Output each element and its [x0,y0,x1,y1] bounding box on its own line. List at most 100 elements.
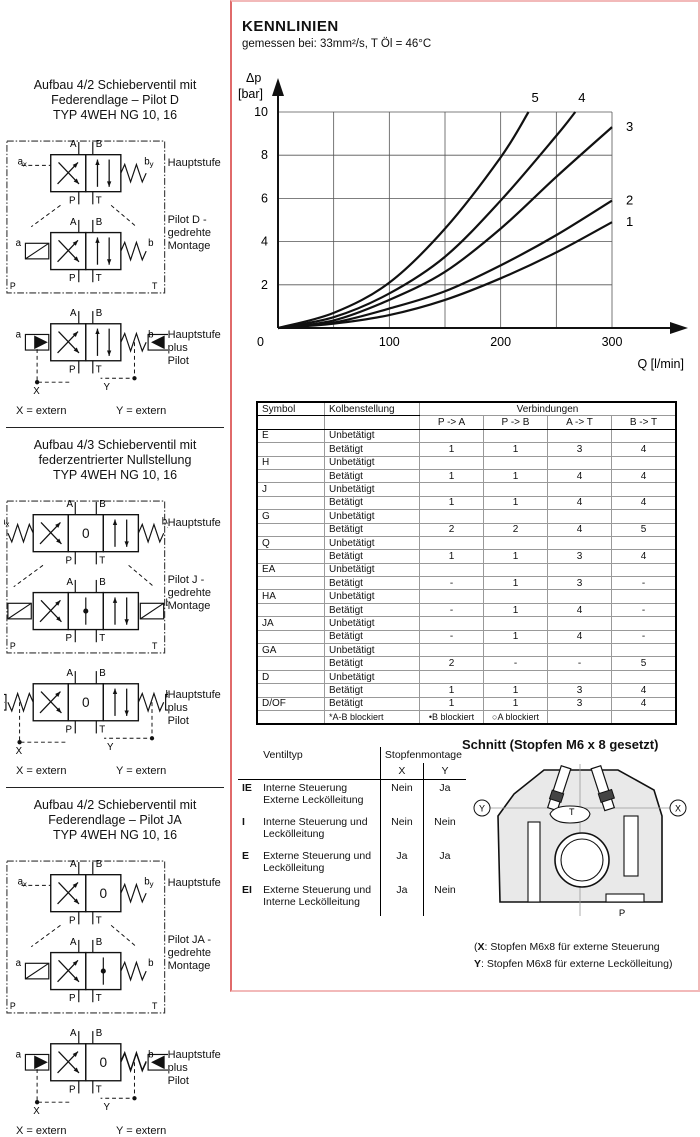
svg-text:A: A [70,217,77,228]
svg-text:10: 10 [254,105,268,119]
combined-label: Hauptstufe plus Pilot [168,689,226,728]
svg-text:T: T [99,555,105,566]
svg-text:B: B [96,937,102,948]
schnitt-title: Schnitt (Stopfen M6 x 8 gesetzt) [462,737,698,752]
svg-text:P: P [10,281,16,291]
svg-text:B: B [99,499,105,510]
svg-text:A: A [70,937,77,948]
curve-label: 2 [626,193,633,208]
svg-text:A: A [70,859,77,870]
svg-text:by: by [144,876,153,888]
svg-text:300: 300 [602,335,623,349]
schnitt-section-diagram: T P Y X [466,756,698,929]
svg-text:P: P [10,1001,16,1011]
svg-text:T: T [96,915,102,926]
svg-text:0: 0 [82,695,90,710]
svg-text:a: a [16,329,22,340]
svg-text:T: T [569,807,575,817]
svg-text:6: 6 [261,191,268,205]
svg-text:Q [l/min]: Q [l/min] [637,357,684,371]
pilot-stage-label: Pilot JA - gedrehte Montage [168,934,226,973]
svg-text:A: A [67,577,74,588]
svg-text:X: X [16,746,23,757]
svg-text:0: 0 [82,526,90,541]
svg-text:X: X [33,386,40,397]
svg-text:P: P [619,908,625,919]
svg-text:ax: ax [18,876,27,888]
svg-text:0: 0 [100,1055,108,1070]
svg-text:X: X [675,803,681,813]
svg-text:P: P [66,724,72,735]
svg-text:T: T [152,1001,158,1011]
svg-text:100: 100 [379,335,400,349]
x-extern-label: X = extern [16,765,116,777]
block-divider [6,427,224,428]
svg-text:P: P [69,364,75,375]
svg-text:200: 200 [490,335,511,349]
svg-text:4: 4 [261,235,268,249]
y-extern-label: Y = extern [116,765,166,777]
kennlinien-header: KENNLINIEN gemessen bei: 33mm²/s, T Öl =… [232,2,698,50]
svg-text:T: T [96,1084,102,1095]
curve-label: 4 [578,90,585,105]
combined-label: Hauptstufe plus Pilot [168,329,226,368]
svg-text:B: B [96,859,102,870]
curve-label: 5 [532,90,539,105]
y-extern-label: Y = extern [116,1125,166,1137]
note-line: (X: Stopfen M6x8 für externe Steuerung [474,939,698,956]
svg-text:T: T [152,281,158,291]
svg-text:P: P [69,195,75,206]
svg-text:T: T [152,641,158,651]
curve-label: 1 [626,214,633,229]
svg-text:A: A [70,1028,77,1039]
svg-text:P: P [66,555,72,566]
svg-text:b: b [148,1049,153,1060]
svg-text:0: 0 [257,335,264,349]
svg-text:A: A [67,668,74,679]
svg-text:b: b [148,238,153,249]
combined-label: Hauptstufe plus Pilot [168,1049,226,1088]
main-stage-label: Hauptstufe [168,877,226,890]
right-panel: KENNLINIEN gemessen bei: 33mm²/s, T Öl =… [230,0,700,992]
svg-text:B: B [96,308,102,319]
note-line: Y: Stopfen M6x8 für externe Leckölleitun… [474,956,698,973]
svg-text:Y: Y [479,803,485,813]
